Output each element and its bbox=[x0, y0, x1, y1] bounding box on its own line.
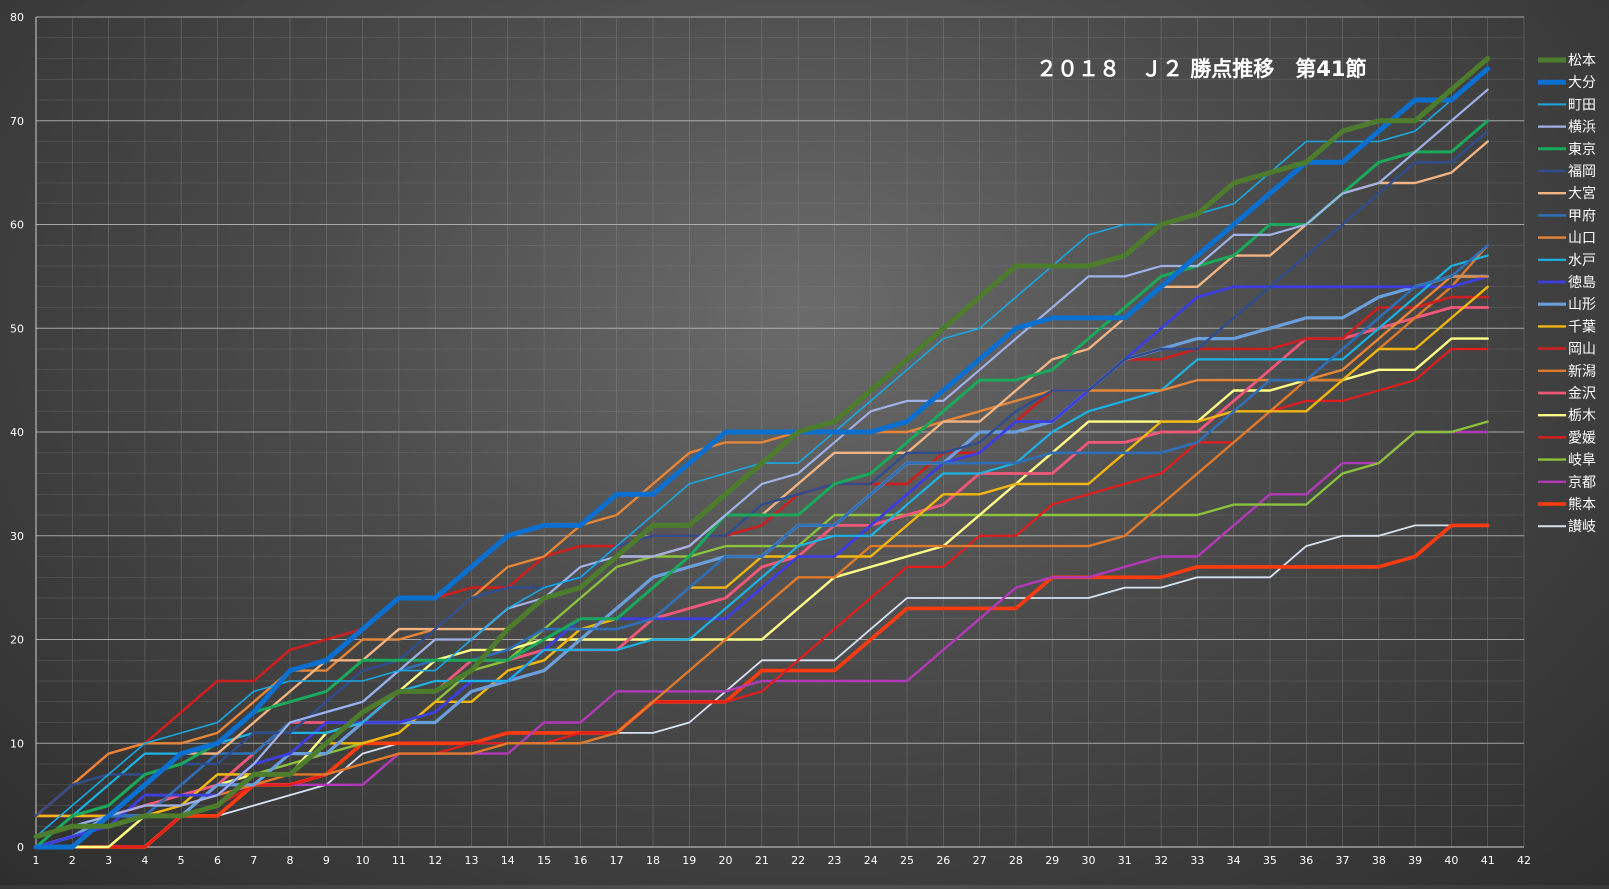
x-tick-label: 37 bbox=[1336, 854, 1350, 867]
series-line bbox=[35, 524, 1489, 848]
x-tick-label: 25 bbox=[900, 854, 914, 867]
x-tick-label: 20 bbox=[719, 854, 733, 867]
legend-label: 熊本 bbox=[1568, 497, 1596, 513]
x-tick-label: 34 bbox=[1227, 854, 1241, 867]
x-tick-label: 24 bbox=[864, 854, 878, 867]
x-tick-label: 1 bbox=[33, 854, 40, 867]
series-line bbox=[34, 274, 1490, 849]
legend-label: 山口 bbox=[1568, 231, 1596, 247]
legend-label: 千葉 bbox=[1568, 319, 1596, 335]
x-tick-label: 29 bbox=[1045, 854, 1059, 867]
series-line bbox=[33, 56, 1491, 840]
series-line bbox=[33, 66, 1491, 850]
legend-label: 讃岐 bbox=[1568, 519, 1596, 535]
legend-label: 徳島 bbox=[1568, 275, 1596, 291]
x-tick-label: 11 bbox=[392, 854, 406, 867]
x-tick-label: 3 bbox=[105, 854, 112, 867]
legend: 松本大分町田横浜東京福岡大宮甲府山口水戸徳島山形千葉岡山新潟金沢栃木愛媛岐阜京都… bbox=[1538, 53, 1596, 535]
legend-label: 水戸 bbox=[1568, 253, 1596, 269]
legend-label: 岡山 bbox=[1568, 342, 1596, 358]
legend-label: 大分 bbox=[1568, 75, 1596, 91]
x-tick-label: 4 bbox=[141, 854, 148, 867]
legend-label: 横浜 bbox=[1568, 120, 1596, 136]
x-tick-label: 31 bbox=[1118, 854, 1132, 867]
legend-label: 栃木 bbox=[1568, 408, 1596, 424]
x-tick-label: 21 bbox=[755, 854, 769, 867]
y-tick-label: 80 bbox=[10, 11, 24, 24]
series-line bbox=[34, 88, 1489, 838]
x-tick-label: 15 bbox=[537, 854, 551, 867]
x-tick-label: 39 bbox=[1408, 854, 1422, 867]
series-line bbox=[34, 119, 1490, 849]
x-tick-label: 2 bbox=[69, 854, 76, 867]
x-tick-label: 30 bbox=[1081, 854, 1095, 867]
y-tick-label: 30 bbox=[10, 530, 24, 543]
x-tick-label: 16 bbox=[573, 854, 587, 867]
x-tick-label: 19 bbox=[682, 854, 696, 867]
x-tick-label: 13 bbox=[465, 854, 479, 867]
y-tick-label: 50 bbox=[10, 322, 24, 335]
x-tick-label: 33 bbox=[1190, 854, 1204, 867]
x-tick-label: 14 bbox=[501, 854, 515, 867]
x-tick-label: 28 bbox=[1009, 854, 1023, 867]
x-tick-label: 8 bbox=[287, 854, 294, 867]
series-lines bbox=[33, 56, 1491, 850]
series-line bbox=[34, 244, 1489, 849]
legend-label: 山形 bbox=[1568, 297, 1596, 313]
x-tick-label: 5 bbox=[178, 854, 185, 867]
series-line bbox=[34, 420, 1489, 849]
x-tick-label: 35 bbox=[1263, 854, 1277, 867]
legend-label: 京都 bbox=[1568, 475, 1596, 491]
gridlines bbox=[35, 16, 1525, 848]
x-tick-label: 36 bbox=[1299, 854, 1313, 867]
legend-label: 岐阜 bbox=[1568, 452, 1596, 469]
x-tick-label: 32 bbox=[1154, 854, 1168, 867]
x-tick-label: 12 bbox=[428, 854, 442, 867]
x-tick-label: 18 bbox=[646, 854, 660, 867]
x-tick-label: 22 bbox=[791, 854, 805, 867]
y-tick-label: 40 bbox=[10, 426, 24, 439]
legend-label: 町田 bbox=[1568, 97, 1596, 113]
legend-label: 金沢 bbox=[1568, 386, 1596, 402]
x-tick-label: 27 bbox=[973, 854, 987, 867]
x-tick-label: 23 bbox=[827, 854, 841, 867]
x-tick-label: 7 bbox=[250, 854, 257, 867]
legend-label: 愛媛 bbox=[1568, 430, 1596, 446]
chart-title: ２０１８ Ｊ２ 勝点推移 第41節 bbox=[1036, 57, 1367, 81]
y-tick-label: 10 bbox=[10, 737, 24, 750]
x-tick-label: 10 bbox=[356, 854, 370, 867]
series-line bbox=[34, 129, 1489, 818]
legend-label: 松本 bbox=[1568, 53, 1596, 69]
x-tick-label: 6 bbox=[214, 854, 221, 867]
legend-label: 大宮 bbox=[1568, 186, 1596, 202]
legend-label: 東京 bbox=[1568, 142, 1596, 158]
y-tick-label: 70 bbox=[10, 115, 24, 128]
x-tick-label: 17 bbox=[610, 854, 624, 867]
x-tick-label: 9 bbox=[323, 854, 330, 867]
x-tick-label: 26 bbox=[936, 854, 950, 867]
x-tick-label: 40 bbox=[1444, 854, 1458, 867]
y-tick-label: 0 bbox=[17, 841, 24, 854]
x-tick-label: 38 bbox=[1372, 854, 1386, 867]
legend-label: 福岡 bbox=[1568, 164, 1596, 180]
x-tick-label: 42 bbox=[1517, 854, 1531, 867]
legend-label: 甲府 bbox=[1568, 208, 1596, 224]
series-line bbox=[34, 295, 1489, 818]
y-tick-label: 60 bbox=[10, 219, 24, 232]
legend-label: 新潟 bbox=[1568, 364, 1596, 380]
y-tick-label: 20 bbox=[10, 634, 24, 647]
x-tick-label: 41 bbox=[1481, 854, 1495, 867]
